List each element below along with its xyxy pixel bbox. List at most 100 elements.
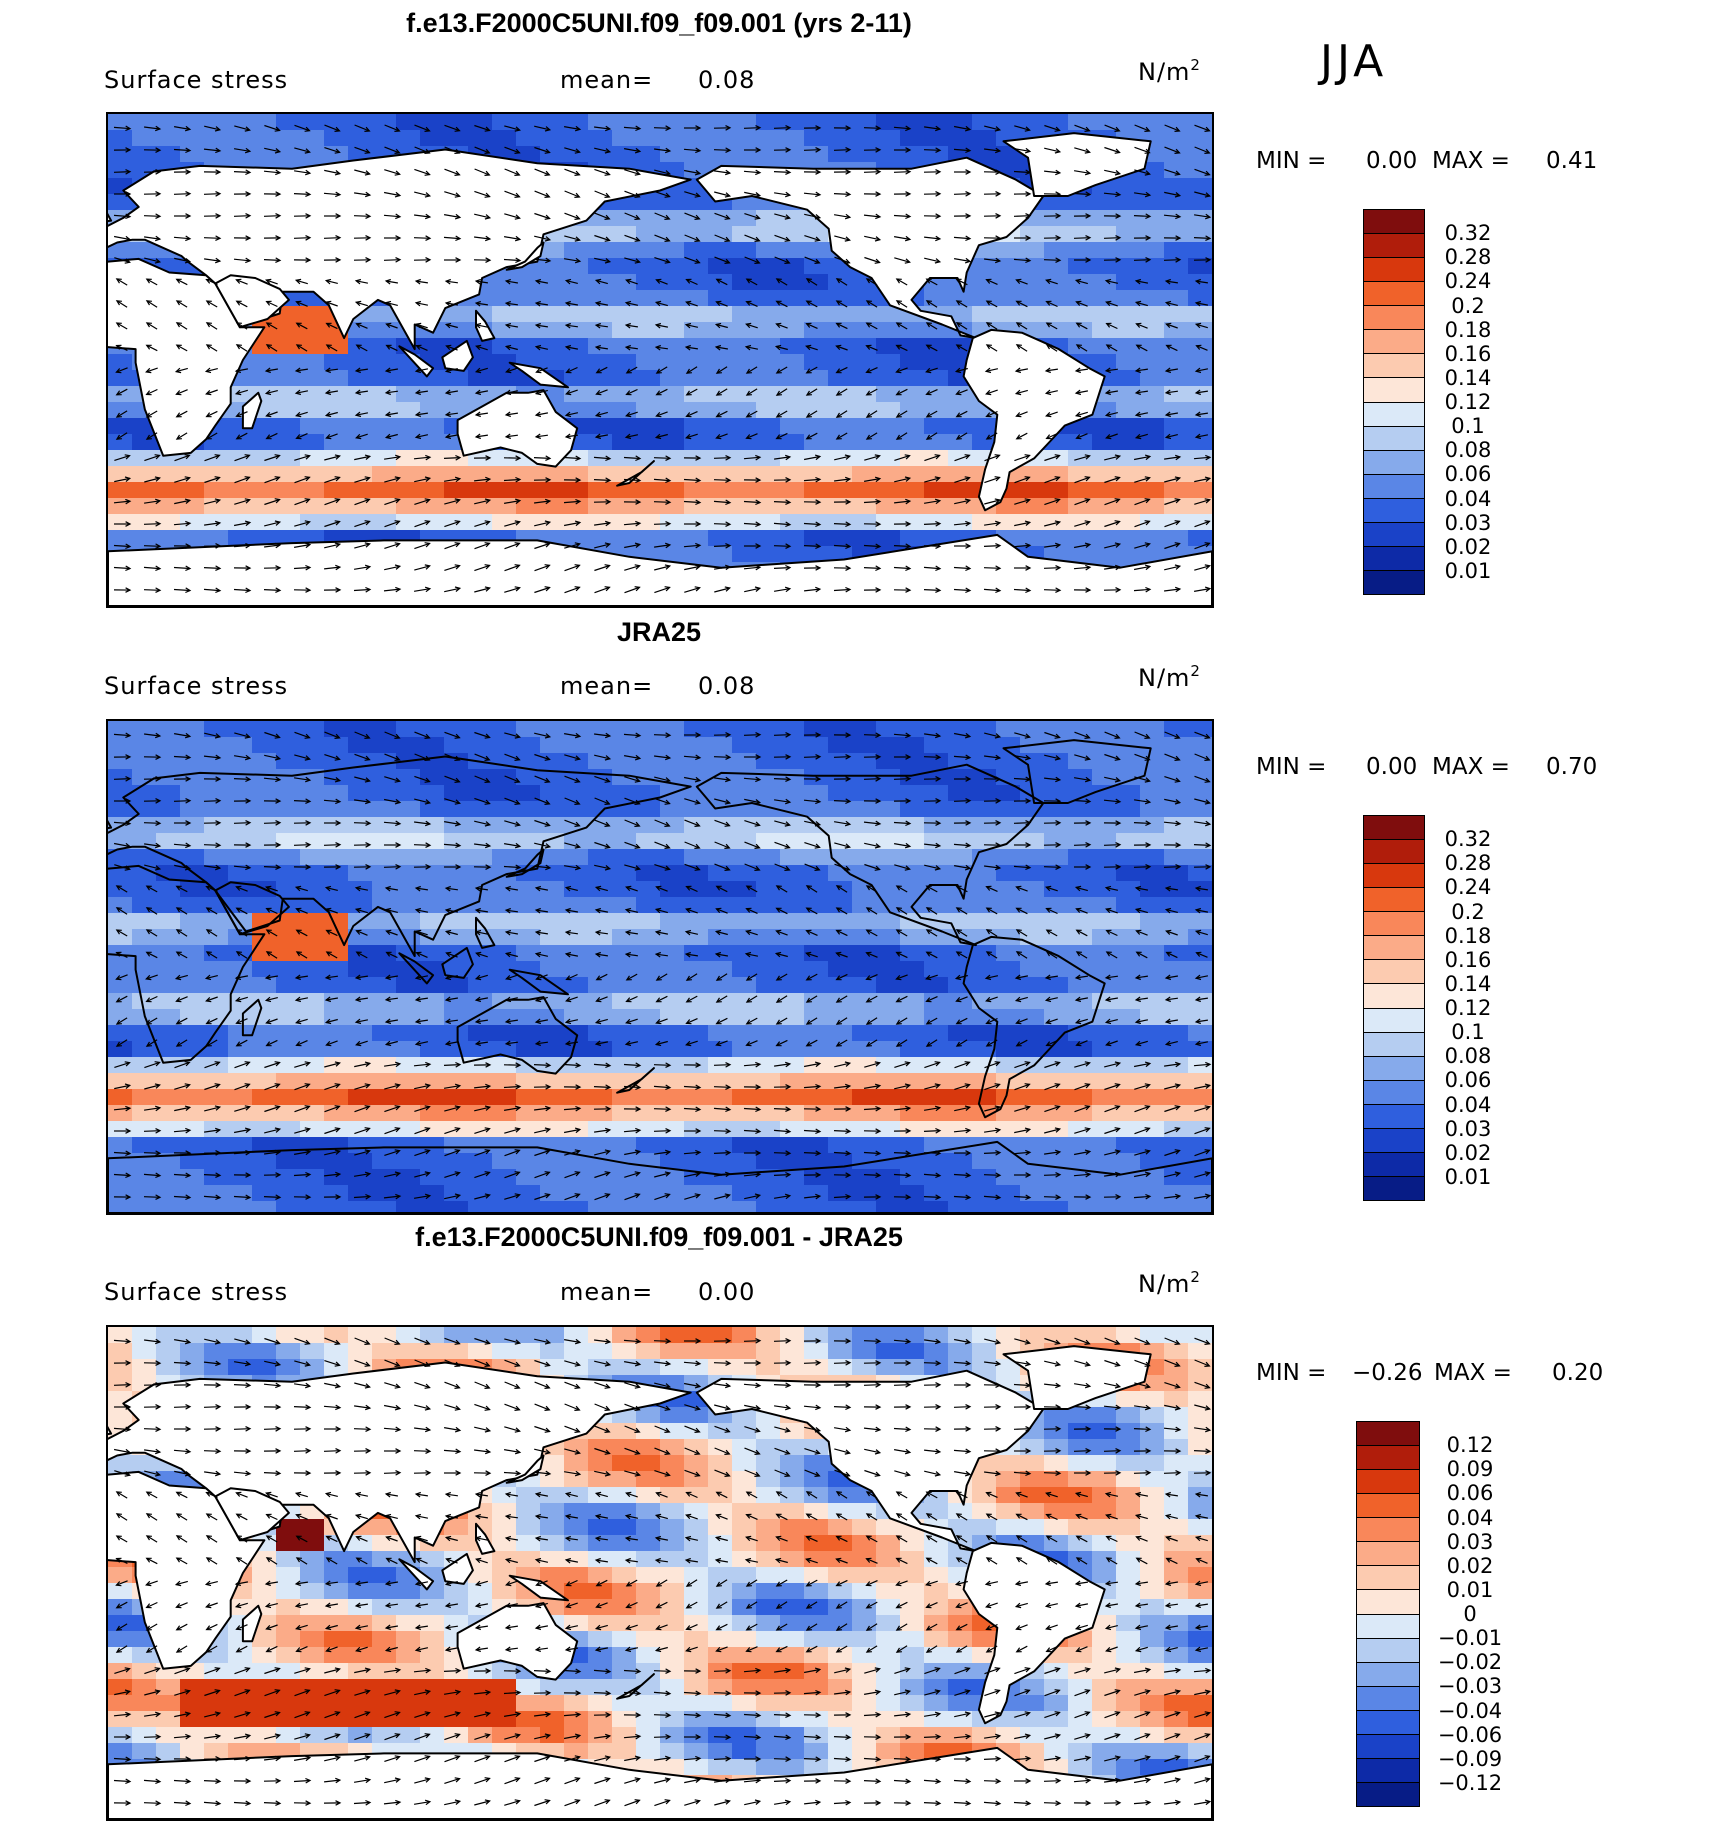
stress-arrow: [474, 1083, 492, 1090]
field-cell: [252, 977, 277, 994]
stress-arrow: [565, 366, 578, 374]
field-cell: [948, 1169, 973, 1186]
colorbar-tick-label: 0.08: [1444, 438, 1492, 463]
stress-arrow: [534, 1193, 551, 1201]
field-cell: [1140, 721, 1165, 738]
field-cell: [564, 897, 589, 914]
stress-arrow: [1134, 1040, 1148, 1047]
field-cell: [948, 1137, 973, 1154]
stress-arrow: [744, 147, 762, 153]
stress-arrow: [1075, 433, 1088, 440]
field-cell: [852, 1009, 877, 1026]
field-cell: [1188, 466, 1212, 483]
stress-arrow: [955, 389, 968, 396]
field-cell: [1116, 1407, 1141, 1424]
field-cell: [972, 881, 997, 898]
field-cell: [468, 913, 493, 930]
stress-arrow: [324, 885, 338, 892]
stress-arrow: [773, 169, 792, 175]
field-cell: [348, 354, 373, 371]
field-cell: [1092, 290, 1117, 307]
stress-arrow: [1015, 411, 1028, 418]
stress-arrow: [1134, 389, 1148, 396]
field-cell: [564, 913, 589, 930]
stress-arrow: [384, 1105, 401, 1113]
stress-arrow: [655, 1018, 668, 1025]
stress-arrow: [563, 732, 582, 739]
stress-arrow: [144, 125, 162, 132]
stress-arrow: [1194, 564, 1211, 571]
field-cell: [108, 881, 133, 898]
field-cell: [1116, 769, 1141, 786]
stress-arrow: [774, 798, 792, 805]
coastline-europeAsia: [108, 755, 692, 958]
field-cell: [252, 130, 277, 147]
field-cell: [588, 322, 613, 339]
field-cell: [204, 785, 229, 802]
field-cell: [108, 1089, 133, 1106]
field-cell: [900, 993, 925, 1010]
field-cell: [348, 1327, 373, 1344]
field-cell: [780, 1057, 805, 1074]
field-cell: [1188, 1359, 1212, 1376]
field-cell: [636, 194, 661, 211]
field-cell: [228, 1153, 253, 1170]
colorbar-tick-label: 0.06: [1444, 462, 1492, 487]
field-cell: [204, 865, 229, 882]
field-cell: [396, 849, 421, 866]
stress-arrow: [355, 1040, 368, 1047]
field-cell: [204, 466, 229, 483]
stress-arrow: [805, 322, 818, 329]
stress-arrow: [594, 520, 612, 527]
stress-arrow: [564, 1149, 581, 1156]
stress-arrow: [803, 499, 822, 505]
stress-arrow: [743, 1106, 762, 1113]
stress-arrow: [1105, 433, 1118, 440]
stress-arrow: [1103, 213, 1122, 219]
stress-arrow: [354, 367, 368, 374]
stress-arrow: [654, 300, 668, 307]
stress-arrow: [624, 1149, 642, 1156]
stress-arrow: [984, 732, 1002, 739]
stress-arrow: [923, 1194, 942, 1200]
field-cell: [204, 929, 229, 946]
field-cell: [780, 482, 805, 499]
field-cell: [1068, 929, 1093, 946]
stress-arrow: [893, 235, 912, 242]
field-cell: [276, 1201, 301, 1213]
field-cell: [300, 1057, 325, 1074]
stress-arrow: [504, 929, 519, 936]
field-cell: [1068, 1185, 1093, 1202]
field-cell: [300, 354, 325, 371]
stress-arrow: [564, 433, 578, 440]
stress-arrow: [713, 147, 732, 153]
stress-arrow: [113, 235, 132, 242]
stress-arrow: [1074, 1105, 1091, 1113]
field-cell: [852, 1153, 877, 1170]
stress-arrow: [384, 1040, 398, 1047]
stress-arrow: [714, 1193, 731, 1200]
field-cell: [420, 913, 445, 930]
field-cell: [300, 482, 325, 499]
stress-arrow: [1164, 542, 1181, 550]
stress-arrow: [534, 775, 551, 783]
stress-arrow: [1164, 1171, 1182, 1178]
stress-arrow: [925, 996, 938, 1003]
stress-arrow: [113, 213, 132, 220]
stress-arrow: [295, 951, 308, 959]
stress-arrow: [324, 124, 341, 132]
stress-arrow: [804, 256, 821, 264]
stress-arrow: [983, 587, 1002, 594]
field-cell: [588, 1153, 613, 1170]
stress-arrow: [415, 951, 428, 958]
field-cell: [444, 769, 469, 786]
stress-arrow: [205, 432, 218, 440]
stress-arrow: [144, 235, 162, 242]
field-cell: [660, 1185, 685, 1202]
field-cell: [708, 1041, 733, 1058]
field-cell: [852, 769, 877, 786]
field-cell: [852, 753, 877, 770]
stress-arrow: [414, 1127, 431, 1135]
field-cell: [708, 1201, 733, 1213]
field-cell: [660, 210, 685, 227]
